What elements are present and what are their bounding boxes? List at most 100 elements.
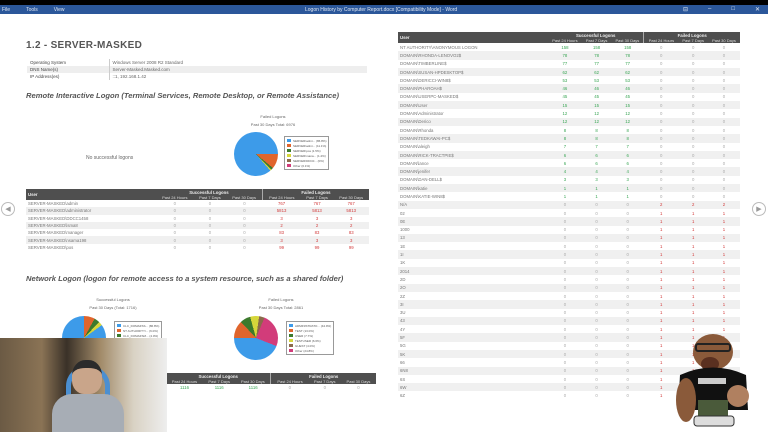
- count-cell: 3: [300, 236, 334, 244]
- count-cell: 0: [626, 376, 629, 382]
- cell: 0: [323, 385, 326, 391]
- count-cell: 0: [193, 236, 227, 244]
- count-cell: 0: [548, 316, 582, 326]
- table-row: 1116 1116 1116 0 0 0: [166, 384, 376, 391]
- table-row: 2D 0 0 0 1 1 1: [398, 275, 740, 283]
- legend-item: SERVER\admi... (86.8%): [287, 138, 326, 143]
- count-cell: 1: [707, 300, 740, 309]
- user-cell: 0E: [398, 217, 548, 226]
- count-cell: 1: [660, 376, 663, 382]
- table-row: 3U 0 0 0 1 1 1: [398, 309, 740, 317]
- table-row: 4Y 0 0 0 1 1 1: [398, 325, 740, 333]
- user-cell: N/A: [398, 200, 548, 209]
- count-cell: 1: [691, 243, 695, 249]
- count-cell: 4: [548, 167, 582, 176]
- table-row: 0E 0 0 0 1 1 1: [398, 217, 740, 226]
- count-cell: 0: [595, 210, 598, 216]
- count-cell: 83: [279, 230, 284, 236]
- menu-tools[interactable]: Tools: [26, 7, 38, 13]
- count-cell: 1: [707, 316, 740, 326]
- count-cell: 0: [660, 127, 663, 133]
- count-cell: 0: [722, 193, 726, 199]
- count-cell: 0: [595, 326, 598, 332]
- table-row: 2Z 0 0 0 1 1 1: [398, 292, 740, 300]
- streamer-figure: [48, 360, 128, 432]
- count-cell: 0: [156, 221, 194, 230]
- user-cell: 5K: [398, 349, 548, 359]
- count-cell: 0: [243, 201, 246, 207]
- count-cell: 0: [722, 111, 726, 117]
- success-chart-subtitle: Past 30 Days (Total: 1716): [89, 305, 137, 310]
- count-cell: 1: [722, 260, 726, 266]
- count-cell: 0: [563, 276, 567, 282]
- network-failed-pie: [234, 316, 278, 360]
- count-cell: 0: [226, 236, 263, 244]
- count-cell: 1: [707, 283, 740, 292]
- count-cell: 0: [691, 61, 695, 67]
- close-button[interactable]: ✕: [754, 7, 760, 13]
- count-cell: 0: [208, 230, 212, 236]
- table-row: SERVER-MASKED\admin 0 0 0 767 767 767: [26, 200, 369, 207]
- count-cell: 0: [626, 359, 629, 365]
- info-label: Operating System: [30, 60, 67, 65]
- count-cell: 0: [722, 177, 726, 183]
- count-cell: 6: [548, 150, 582, 160]
- document-viewer: ◀ ▶ 1.2 - SERVER-MASKED Operating System…: [0, 14, 768, 432]
- count-cell: 0: [548, 267, 582, 276]
- count-cell: 0: [611, 250, 644, 259]
- legend-item: CLC_DOMAIN\M... (4.0%): [117, 333, 159, 338]
- user-cell: DOMAIN\katie: [398, 184, 548, 193]
- menu-view[interactable]: View: [53, 7, 65, 13]
- count-cell: 7: [595, 144, 598, 150]
- successful-group-header: Successful Logons: [156, 189, 263, 195]
- count-cell: 0: [193, 221, 227, 230]
- menu-file[interactable]: File: [2, 7, 11, 13]
- count-cell: 767: [278, 201, 286, 207]
- count-cell: 5813: [333, 207, 369, 215]
- network-failed-chart-subtitle: Past 30 Days Total: 2861: [258, 305, 304, 310]
- count-cell: 0: [707, 150, 740, 160]
- count-cell: 1: [691, 227, 695, 233]
- next-page-button[interactable]: ▶: [752, 202, 766, 216]
- count-cell: 53: [562, 77, 568, 83]
- count-cell: 83: [314, 230, 320, 236]
- legend-label: TEST (13.0%): [295, 328, 314, 333]
- count-cell: 0: [581, 333, 612, 342]
- count-cell: 0: [548, 283, 582, 292]
- count-cell: 62: [611, 67, 644, 77]
- cell: 0: [288, 385, 291, 391]
- count-cell: 1: [643, 300, 679, 309]
- count-cell: 1: [643, 217, 679, 226]
- count-cell: 0: [678, 167, 708, 176]
- count-cell: 6: [581, 150, 612, 160]
- count-cell: 77: [562, 61, 568, 67]
- count-cell: 0: [548, 333, 582, 342]
- count-cell: 0: [707, 167, 740, 176]
- maximize-button[interactable]: □: [731, 6, 735, 12]
- count-cell: 0: [643, 67, 679, 77]
- prev-page-button[interactable]: ◀: [1, 202, 15, 216]
- count-cell: 0: [595, 276, 598, 282]
- restore-layout-icon[interactable]: ⊟: [682, 7, 688, 13]
- count-cell: 0: [548, 200, 582, 209]
- chevron-left-icon: ◀: [5, 206, 11, 213]
- table-row: DOMAIN\aleigh 7 7 7 0 0 0: [398, 143, 740, 151]
- minimize-button[interactable]: –: [708, 6, 712, 12]
- count-cell: 0: [691, 177, 695, 183]
- count-cell: 0: [691, 77, 695, 83]
- count-cell: 0: [643, 117, 679, 126]
- table-row: DOMAIN\DAN-DELL$ 3 3 3 0 0 0: [398, 176, 740, 184]
- successful-group-header: Successful Logons: [166, 373, 271, 379]
- user-cell: DOMAIN\DAN-DELL$: [400, 177, 443, 183]
- count-cell: 3: [315, 215, 319, 221]
- count-cell: 78: [581, 51, 612, 60]
- count-cell: 1: [691, 276, 695, 282]
- count-cell: 1: [643, 349, 679, 359]
- table-row: DOMAIN\RHONDA-LENOVO2$ 78 78 78 0 0 0: [398, 51, 740, 60]
- count-cell: 0: [563, 326, 567, 332]
- legend-label: SERVER\admi... (86.8%): [293, 138, 327, 143]
- user-column-header: User: [398, 32, 548, 43]
- col-header: Past 24 Hours: [261, 195, 301, 200]
- user-cell: DOMAIN\lance: [400, 160, 429, 166]
- count-cell: 0: [595, 227, 598, 233]
